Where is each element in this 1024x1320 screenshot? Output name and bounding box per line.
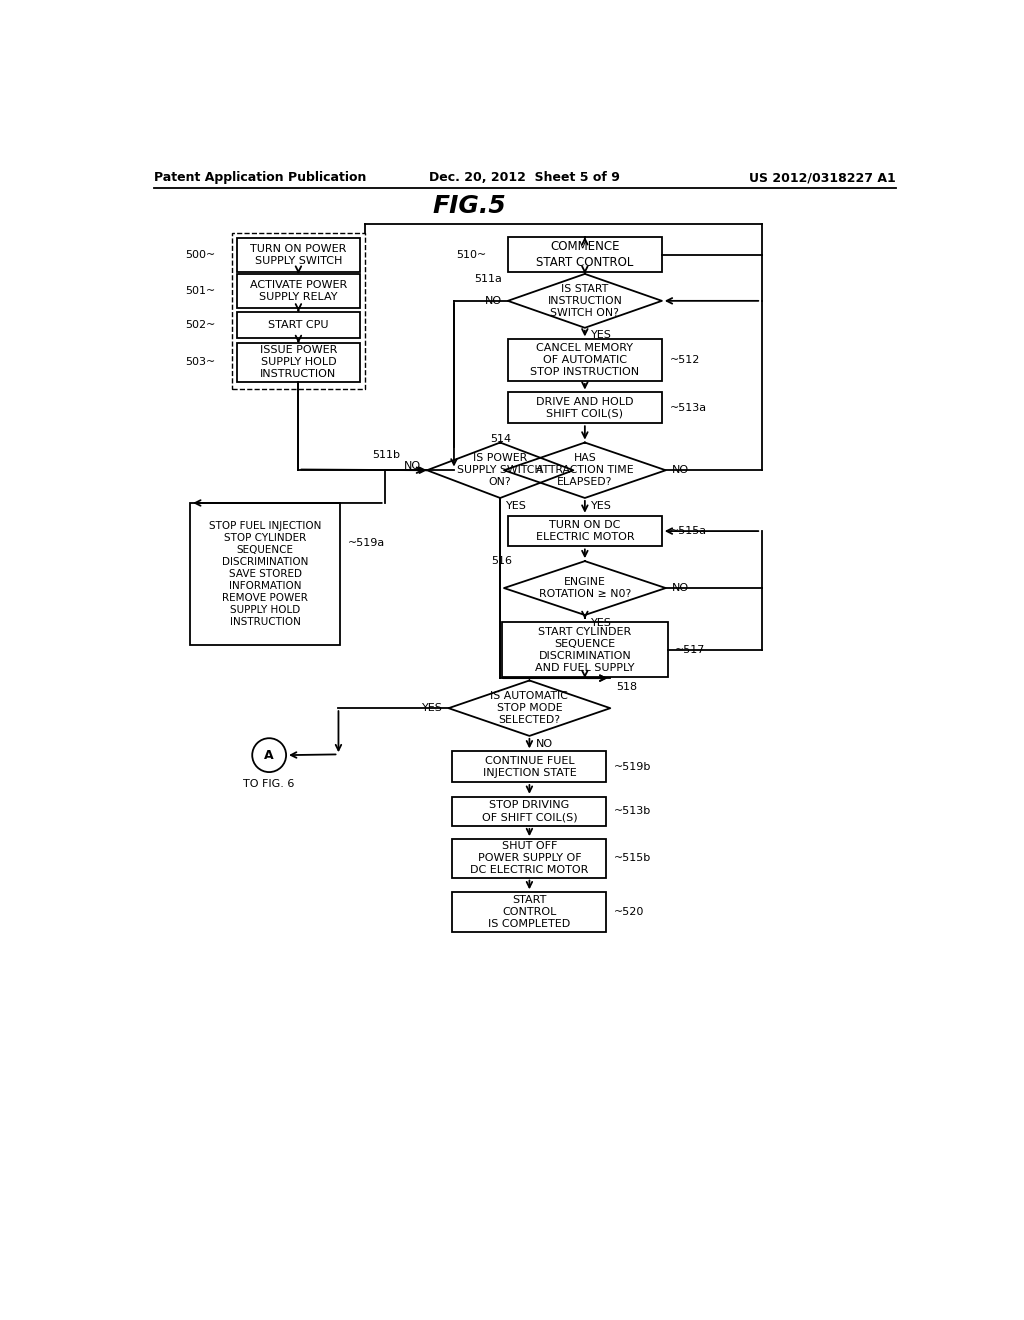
Text: ISSUE POWER
SUPPLY HOLD
INSTRUCTION: ISSUE POWER SUPPLY HOLD INSTRUCTION <box>260 346 337 379</box>
Bar <box>508 339 662 381</box>
Text: HAS
ATTRACTION TIME
ELAPSED?: HAS ATTRACTION TIME ELAPSED? <box>536 453 634 487</box>
Text: ~515a: ~515a <box>670 527 707 536</box>
Text: COMMENCE
START CONTROL: COMMENCE START CONTROL <box>537 240 634 269</box>
Text: DRIVE AND HOLD
SHIFT COIL(S): DRIVE AND HOLD SHIFT COIL(S) <box>537 397 634 418</box>
Bar <box>453 797 606 826</box>
Text: START
CONTROL
IS COMPLETED: START CONTROL IS COMPLETED <box>488 895 570 929</box>
Bar <box>237 312 360 338</box>
Text: 511a: 511a <box>474 275 502 284</box>
Text: YES: YES <box>591 618 612 628</box>
Text: 511b: 511b <box>372 450 400 459</box>
Text: ACTIVATE POWER
SUPPLY RELAY: ACTIVATE POWER SUPPLY RELAY <box>250 280 347 302</box>
Text: Patent Application Publication: Patent Application Publication <box>154 172 366 185</box>
Text: 502~: 502~ <box>185 319 215 330</box>
Text: IS START
INSTRUCTION
SWITCH ON?: IS START INSTRUCTION SWITCH ON? <box>548 284 623 318</box>
Text: START CPU: START CPU <box>268 319 329 330</box>
Text: YES: YES <box>422 704 442 713</box>
Text: 501~: 501~ <box>185 286 215 296</box>
Bar <box>508 238 662 272</box>
Bar <box>453 840 606 878</box>
Text: ~515b: ~515b <box>614 853 651 863</box>
Text: ENGINE
ROTATION ≥ N0?: ENGINE ROTATION ≥ N0? <box>539 577 631 599</box>
Text: YES: YES <box>591 330 612 341</box>
Text: ~513b: ~513b <box>614 807 651 816</box>
Bar <box>232 234 365 388</box>
Text: NO: NO <box>672 465 689 475</box>
Text: START CYLINDER
SEQUENCE
DISCRIMINATION
AND FUEL SUPPLY: START CYLINDER SEQUENCE DISCRIMINATION A… <box>536 627 635 673</box>
Text: IS POWER
SUPPLY SWITCH
ON?: IS POWER SUPPLY SWITCH ON? <box>458 453 543 487</box>
Text: NO: NO <box>536 739 553 748</box>
Bar <box>508 516 662 546</box>
Text: IS AUTOMATIC
STOP MODE
SELECTED?: IS AUTOMATIC STOP MODE SELECTED? <box>490 692 568 725</box>
Bar <box>237 238 360 272</box>
Text: STOP FUEL INJECTION
STOP CYLINDER
SEQUENCE
DISCRIMINATION
SAVE STORED
INFORMATIO: STOP FUEL INJECTION STOP CYLINDER SEQUEN… <box>209 521 322 627</box>
Text: ~519b: ~519b <box>614 762 651 772</box>
Text: 510~: 510~ <box>456 249 486 260</box>
Text: TO FIG. 6: TO FIG. 6 <box>244 779 295 789</box>
Text: ~517: ~517 <box>676 644 706 655</box>
Text: TURN ON DC
ELECTRIC MOTOR: TURN ON DC ELECTRIC MOTOR <box>536 520 634 543</box>
Text: SHUT OFF
POWER SUPPLY OF
DC ELECTRIC MOTOR: SHUT OFF POWER SUPPLY OF DC ELECTRIC MOT… <box>470 841 589 875</box>
Text: NO: NO <box>672 583 689 593</box>
Text: YES: YES <box>506 500 527 511</box>
Text: US 2012/0318227 A1: US 2012/0318227 A1 <box>750 172 896 185</box>
Text: ~519a: ~519a <box>348 539 385 548</box>
Text: FIG.5: FIG.5 <box>432 194 506 218</box>
Text: ~520: ~520 <box>614 907 644 917</box>
Bar <box>190 503 340 645</box>
Text: A: A <box>264 748 274 762</box>
Bar <box>237 343 360 381</box>
Text: CANCEL MEMORY
OF AUTOMATIC
STOP INSTRUCTION: CANCEL MEMORY OF AUTOMATIC STOP INSTRUCT… <box>530 343 639 378</box>
Text: STOP DRIVING
OF SHIFT COIL(S): STOP DRIVING OF SHIFT COIL(S) <box>481 800 578 822</box>
Text: 500~: 500~ <box>185 249 215 260</box>
Text: YES: YES <box>591 500 612 511</box>
Text: ~512: ~512 <box>670 355 700 366</box>
Text: 503~: 503~ <box>185 358 215 367</box>
Text: 514: 514 <box>490 434 512 445</box>
Bar <box>508 392 662 424</box>
Bar <box>237 275 360 308</box>
Bar <box>502 622 668 677</box>
Bar <box>453 892 606 932</box>
Text: TURN ON POWER
SUPPLY SWITCH: TURN ON POWER SUPPLY SWITCH <box>250 244 346 265</box>
Text: 516: 516 <box>490 556 512 566</box>
Text: Dec. 20, 2012  Sheet 5 of 9: Dec. 20, 2012 Sheet 5 of 9 <box>429 172 621 185</box>
Text: NO: NO <box>484 296 502 306</box>
Bar <box>453 751 606 781</box>
Text: ~513a: ~513a <box>670 403 707 413</box>
Text: 518: 518 <box>616 681 638 692</box>
Text: NO: NO <box>403 461 421 471</box>
Text: CONTINUE FUEL
INJECTION STATE: CONTINUE FUEL INJECTION STATE <box>482 755 577 777</box>
